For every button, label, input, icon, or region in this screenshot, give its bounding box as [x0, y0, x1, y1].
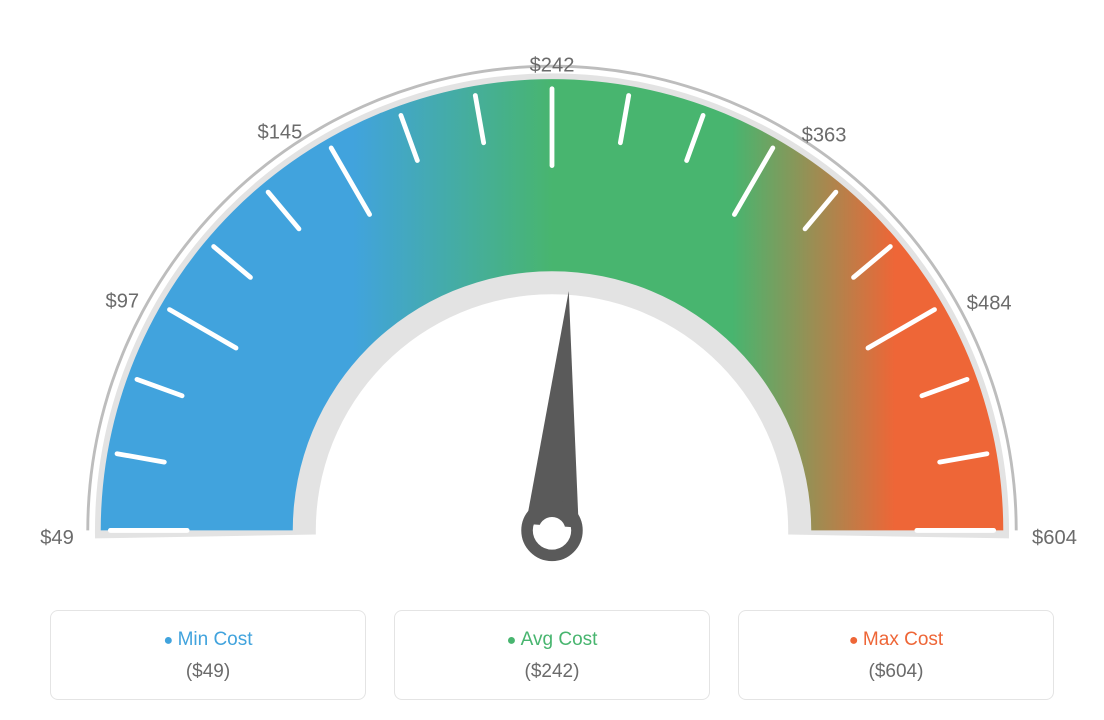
legend-value-min: ($49) — [61, 661, 355, 683]
svg-text:$363: $363 — [802, 125, 847, 147]
legend-row: Min Cost ($49) Avg Cost ($242) Max Cost … — [20, 610, 1084, 700]
svg-text:$604: $604 — [1032, 527, 1077, 549]
gauge-chart: $49 $97 $145 $242 $363 $484 $604 — [20, 20, 1084, 580]
legend-card-max: Max Cost ($604) — [738, 610, 1054, 700]
legend-value-avg: ($242) — [405, 661, 699, 683]
legend-value-max: ($604) — [749, 661, 1043, 683]
legend-card-min: Min Cost ($49) — [50, 610, 366, 700]
legend-card-avg: Avg Cost ($242) — [394, 610, 710, 700]
svg-text:$484: $484 — [967, 293, 1012, 315]
svg-text:$242: $242 — [530, 54, 575, 76]
svg-text:$97: $97 — [105, 291, 139, 313]
svg-text:$145: $145 — [258, 122, 303, 144]
legend-label-max: Max Cost — [749, 629, 1043, 651]
legend-label-min: Min Cost — [61, 629, 355, 651]
legend-label-avg: Avg Cost — [405, 629, 699, 651]
svg-text:$49: $49 — [40, 527, 74, 549]
gauge-svg: $49 $97 $145 $242 $363 $484 $604 — [22, 20, 1082, 580]
